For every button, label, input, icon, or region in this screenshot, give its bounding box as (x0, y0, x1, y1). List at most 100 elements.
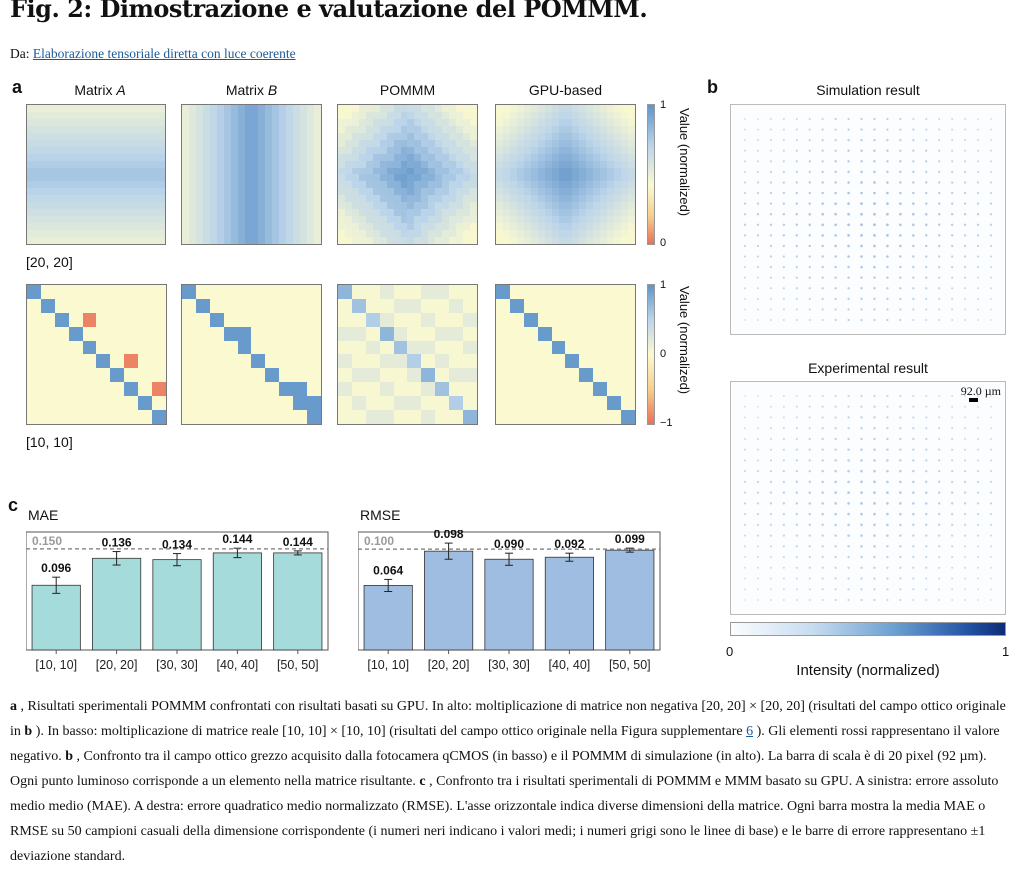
intensity-spot (834, 128, 837, 131)
heatmap-cell (75, 181, 83, 189)
heatmap-cell (600, 118, 608, 126)
heatmap-cell (82, 146, 90, 154)
heatmap-cell (509, 195, 517, 203)
intensity-spot (756, 437, 759, 440)
heatmap-cell (209, 340, 224, 355)
intensity-spot (938, 255, 941, 258)
heatmap-cell (502, 167, 510, 175)
heatmap-cell (307, 340, 321, 355)
intensity-spot (976, 448, 980, 451)
heatmap-cell (47, 188, 55, 196)
heatmap-cell (138, 410, 153, 424)
heatmap-cell (68, 139, 76, 147)
heatmap-cell (96, 105, 103, 112)
intensity-spot (744, 395, 746, 397)
intensity-spot (743, 244, 747, 248)
intensity-spot (964, 287, 967, 290)
heatmap-cell (27, 105, 34, 112)
intensity-spot (769, 213, 773, 216)
heatmap-cell (365, 216, 373, 224)
intensity-spot (990, 128, 992, 131)
heatmap-cell (579, 382, 594, 397)
heatmap-cell (195, 340, 210, 355)
intensity-spot (860, 308, 863, 311)
heatmap-cell (351, 139, 359, 147)
intensity-spot (795, 437, 798, 441)
heatmap-cell (195, 139, 203, 147)
intensity-spot (989, 234, 993, 237)
heatmap-cell (47, 139, 55, 147)
heatmap-cell (293, 285, 308, 299)
intensity-spot (757, 395, 759, 397)
heatmap-cell (358, 216, 366, 224)
intensity-spot (886, 191, 889, 195)
rmse-chart-title: RMSE (360, 507, 401, 523)
heatmap-cell (251, 132, 259, 140)
heatmap-cell (435, 368, 450, 383)
heatmap-cell (272, 237, 280, 244)
heatmap-cell (344, 188, 352, 196)
intensity-spot (925, 149, 928, 152)
heatmap-cell (544, 202, 552, 210)
intensity-spot (847, 437, 850, 441)
intensity-spot (743, 255, 747, 258)
heatmap-cell (96, 237, 103, 244)
heatmap-cell (123, 195, 131, 203)
heatmap-cell (586, 209, 594, 217)
heatmap-cell (27, 216, 34, 224)
intensity-spot (925, 139, 928, 142)
intensity-spot (769, 566, 772, 569)
heatmap-cell (338, 181, 345, 189)
heatmap-cell (579, 146, 587, 154)
heatmap-cell (407, 139, 415, 147)
intensity-spot (769, 191, 773, 195)
heatmap-cell (151, 202, 159, 210)
heatmap-cell (75, 160, 83, 168)
heatmap-cell (516, 153, 524, 161)
heatmap-cell (75, 139, 83, 147)
heatmap-cell (449, 312, 464, 327)
intensity-spot (821, 480, 824, 484)
heatmap-cell (279, 382, 294, 397)
heatmap-cell (40, 139, 48, 147)
heatmap-cell (195, 105, 203, 112)
heatmap-cell (435, 230, 443, 238)
bar (273, 552, 323, 651)
heatmap-cell (338, 174, 345, 182)
intensity-spot (912, 416, 915, 419)
heatmap-cell (428, 209, 436, 217)
heatmap-cell (209, 382, 224, 397)
heatmap-cell (116, 167, 124, 175)
intensity-spot (990, 297, 992, 300)
caption-supplementary-link[interactable]: 6 (746, 724, 754, 739)
intensity-spot (821, 555, 824, 559)
source-article-link[interactable]: Elaborazione tensoriale diretta con luce… (32, 46, 296, 61)
heatmap-cell (365, 118, 373, 126)
heatmap-cell (244, 216, 252, 224)
heatmap-cell (47, 209, 55, 217)
heatmap-cell (182, 382, 196, 397)
heatmap-cell (286, 188, 294, 196)
heatmap-cell (223, 382, 238, 397)
heatmap-cell (400, 139, 408, 147)
heatmap-cell (351, 382, 366, 397)
heatmap-cell (509, 237, 517, 244)
intensity-spot (873, 566, 876, 570)
heatmap-cell (579, 132, 587, 140)
intensity-spot (743, 437, 747, 440)
heatmap-cell (593, 223, 601, 231)
heatmap-cell (137, 237, 145, 244)
heatmap-cell (372, 174, 380, 182)
intensity-spot (860, 181, 863, 184)
intensity-spot (860, 255, 863, 258)
heatmap-cell (27, 396, 41, 411)
heatmap-cell (230, 202, 238, 210)
heatmap-cell (502, 118, 510, 126)
intensity-spot (873, 138, 876, 142)
intensity-spot (743, 480, 747, 484)
heatmap-cell (607, 410, 622, 424)
heatmap-cell (109, 167, 117, 175)
heatmap-cell (75, 237, 83, 244)
heatmap-cell (456, 153, 464, 161)
intensity-spot (964, 149, 967, 152)
